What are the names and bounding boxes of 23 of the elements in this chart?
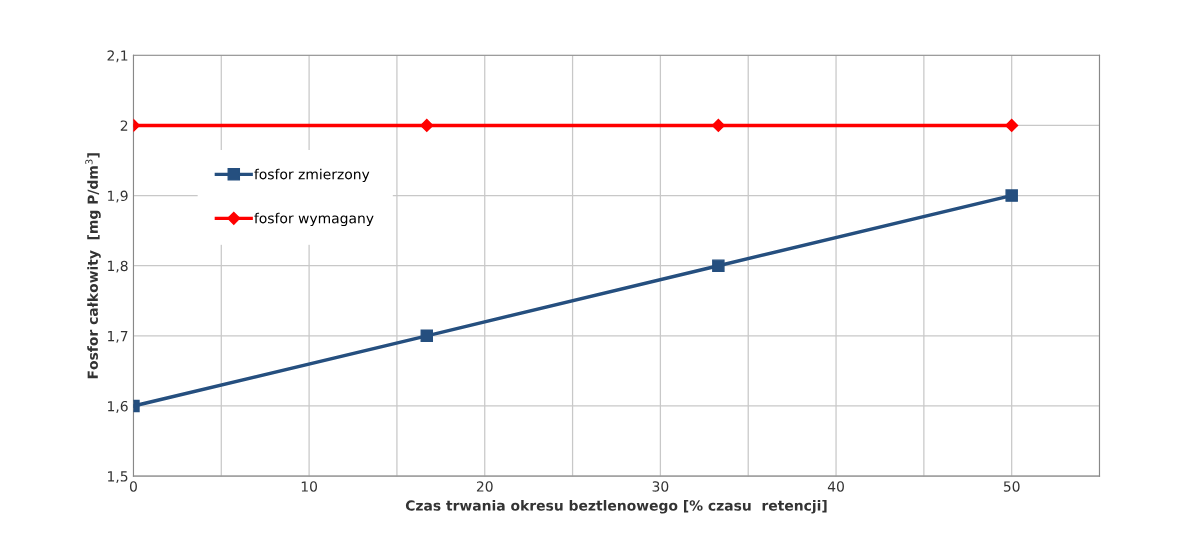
y-tick-label: 2,1 [107,50,128,63]
y-tick-label: 1,8 [108,260,128,273]
point [1005,118,1019,133]
x-tick-label: 0 [129,481,137,492]
y-axis-title: Fosfor całkowity [mg P/dm$^{3}$] [85,153,101,379]
point [711,118,725,133]
y-tick-label: 1,9 [108,190,128,203]
y-tick-label: 1,6 [108,400,128,413]
legend-label: fosfor zmierzony [254,168,370,183]
y-tick-label: 1,5 [108,471,128,484]
point [712,259,725,272]
x-axis-title: Czas trwania okresu beztlenowego [% czasu retencji] [405,499,827,514]
point [1005,189,1018,202]
x-tick-label: 30 [652,481,669,492]
point [420,329,434,343]
x-tick-label: 20 [476,481,493,492]
y-tick-label: 1,7 [108,331,128,343]
y-tick-label: 2 [120,120,128,131]
legend-label: fosfor wymagany [254,212,374,227]
x-tick-label: 40 [827,481,844,492]
x-tick-label: 10 [301,481,318,492]
x-tick-label: 50 [1003,481,1020,492]
point [420,118,434,133]
